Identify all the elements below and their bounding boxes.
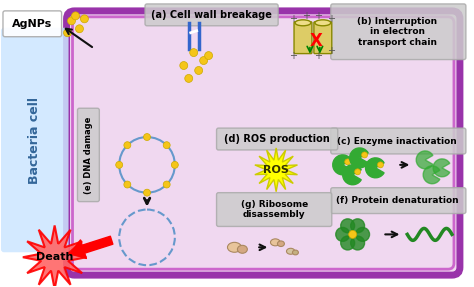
FancyBboxPatch shape [331, 4, 466, 60]
Polygon shape [23, 226, 86, 287]
Text: AgNPs: AgNPs [12, 19, 52, 29]
Circle shape [200, 57, 208, 65]
Text: (f) Protein denaturation: (f) Protein denaturation [336, 196, 459, 205]
Text: (a) Cell wall breakage: (a) Cell wall breakage [151, 10, 272, 20]
Ellipse shape [271, 239, 280, 246]
Text: (e) DNA damage: (e) DNA damage [84, 116, 93, 194]
Ellipse shape [295, 20, 311, 26]
Circle shape [180, 61, 188, 69]
Circle shape [377, 162, 383, 168]
Wedge shape [416, 151, 433, 169]
Circle shape [205, 52, 212, 60]
Circle shape [144, 189, 150, 196]
Circle shape [195, 67, 203, 74]
Circle shape [124, 142, 131, 149]
Circle shape [362, 152, 367, 158]
Wedge shape [350, 148, 368, 168]
Text: Bacteria cell: Bacteria cell [28, 96, 41, 183]
Circle shape [336, 227, 350, 241]
FancyBboxPatch shape [1, 28, 69, 252]
FancyBboxPatch shape [145, 4, 278, 26]
Ellipse shape [277, 241, 284, 247]
Circle shape [172, 161, 178, 168]
Text: +: + [302, 11, 310, 21]
Text: (b) Interruption
in electron
transport chain: (b) Interruption in electron transport c… [357, 17, 438, 47]
FancyBboxPatch shape [217, 193, 332, 226]
Text: +: + [327, 14, 335, 24]
Text: +: + [314, 11, 322, 21]
Circle shape [81, 15, 89, 23]
Polygon shape [255, 148, 298, 192]
Text: Death: Death [36, 252, 73, 262]
Text: (g) Ribosome
disassembly: (g) Ribosome disassembly [240, 200, 308, 219]
Circle shape [185, 74, 193, 82]
Ellipse shape [286, 248, 295, 254]
FancyBboxPatch shape [217, 128, 338, 150]
Circle shape [345, 159, 351, 165]
Circle shape [341, 236, 355, 250]
Circle shape [75, 25, 83, 33]
Wedge shape [433, 159, 450, 177]
Circle shape [124, 181, 131, 188]
Text: (d) ROS production: (d) ROS production [224, 134, 330, 144]
Wedge shape [343, 165, 361, 185]
FancyBboxPatch shape [77, 108, 100, 201]
Circle shape [72, 12, 80, 20]
Text: ROS: ROS [263, 165, 289, 175]
Circle shape [144, 133, 150, 141]
Circle shape [68, 17, 75, 25]
Ellipse shape [315, 20, 331, 26]
Circle shape [64, 29, 72, 37]
FancyBboxPatch shape [294, 22, 312, 54]
Circle shape [341, 219, 355, 233]
FancyBboxPatch shape [66, 11, 460, 275]
FancyBboxPatch shape [331, 128, 466, 154]
FancyBboxPatch shape [3, 11, 62, 37]
Text: +: + [289, 14, 297, 24]
Circle shape [355, 169, 361, 175]
Ellipse shape [237, 245, 247, 253]
Ellipse shape [292, 250, 299, 255]
Circle shape [351, 236, 365, 250]
Circle shape [356, 227, 370, 241]
Circle shape [351, 219, 365, 233]
Text: +: + [327, 46, 335, 56]
Wedge shape [365, 158, 384, 178]
Circle shape [116, 161, 123, 168]
Text: X: X [310, 32, 322, 50]
Circle shape [163, 181, 170, 188]
Wedge shape [333, 155, 351, 175]
Circle shape [349, 230, 356, 238]
Text: +: + [289, 51, 297, 61]
Circle shape [163, 142, 170, 149]
Circle shape [190, 49, 198, 57]
Ellipse shape [228, 242, 241, 252]
FancyBboxPatch shape [331, 188, 466, 214]
FancyBboxPatch shape [314, 22, 332, 54]
Text: +: + [314, 51, 322, 61]
Wedge shape [423, 166, 440, 184]
Text: (c) Enzyme inactivation: (c) Enzyme inactivation [337, 137, 457, 146]
FancyArrowPatch shape [70, 236, 113, 259]
